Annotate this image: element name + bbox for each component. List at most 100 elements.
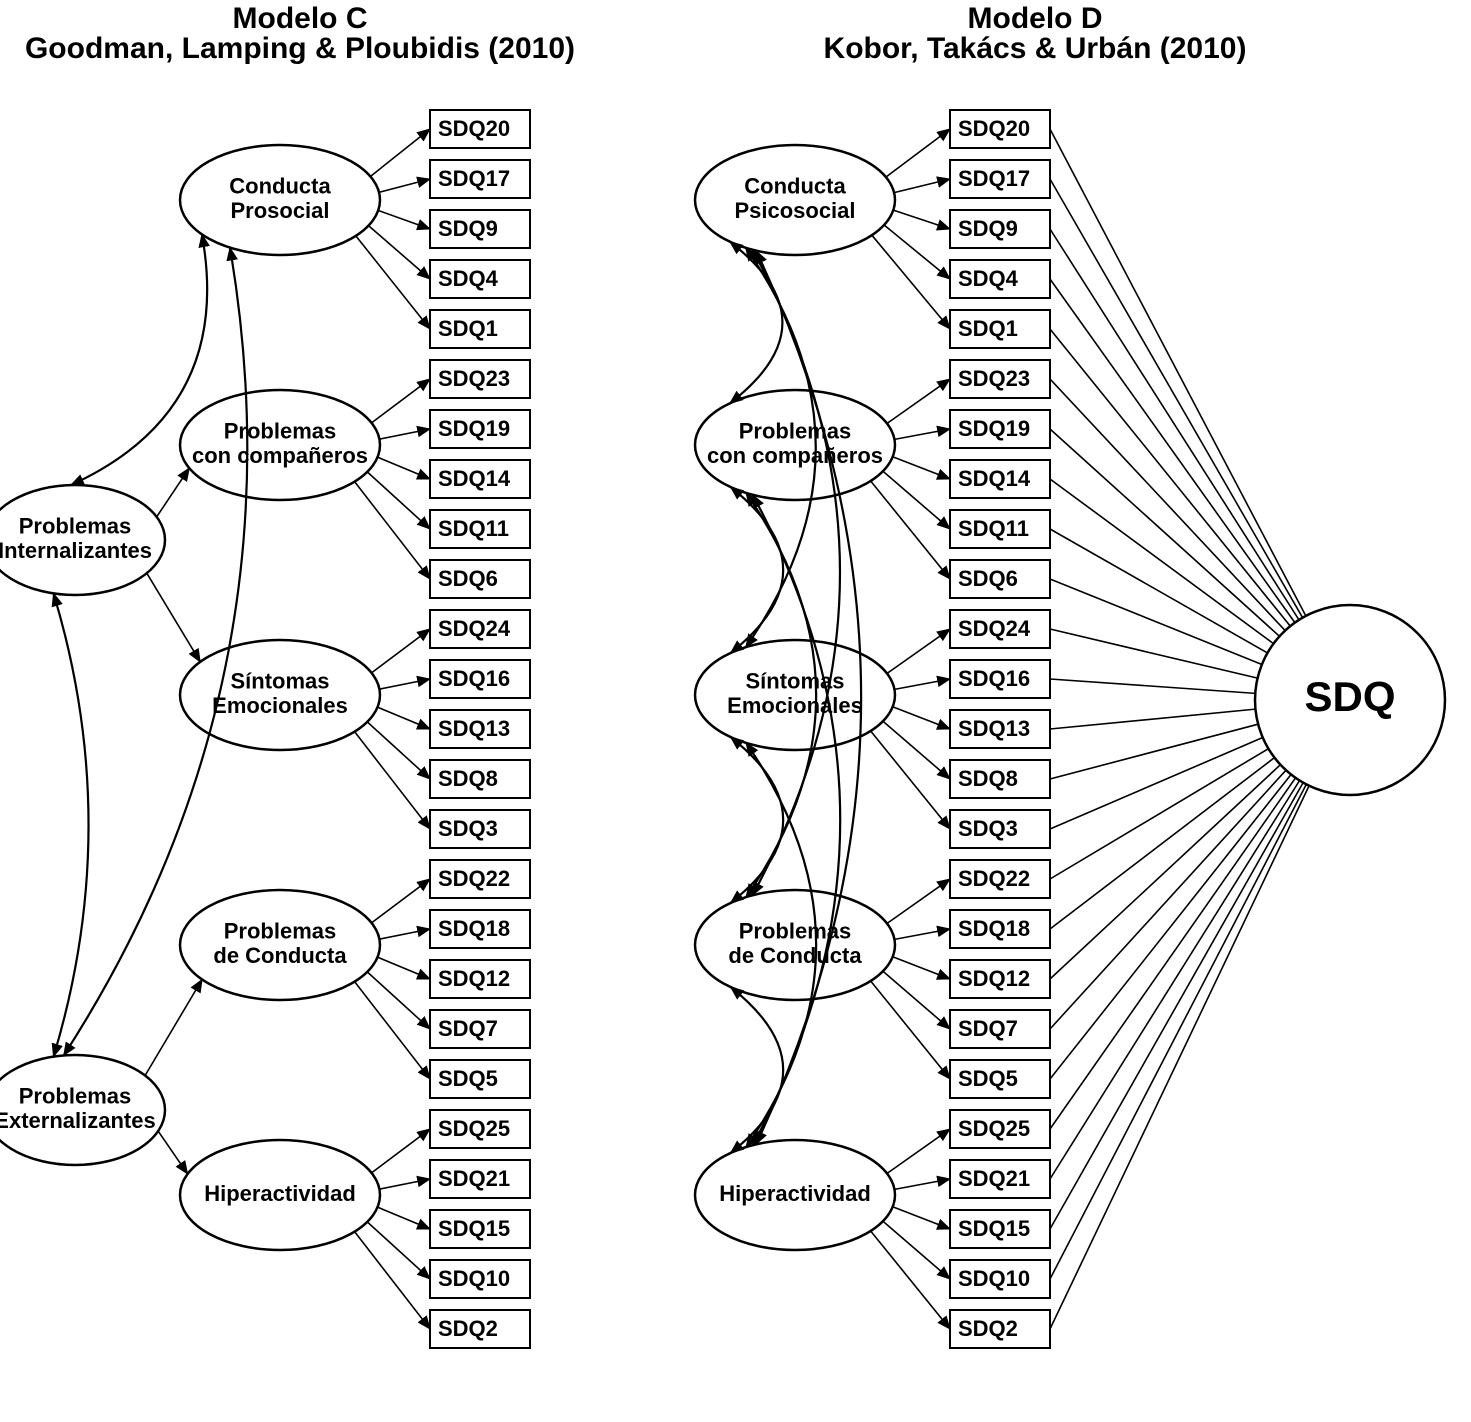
modelC-item-SDQ15: SDQ15 [430, 1210, 530, 1248]
svg-text:SDQ14: SDQ14 [438, 466, 511, 491]
modelD-general-loading-SDQ11 [1050, 529, 1267, 653]
svg-text:SDQ21: SDQ21 [438, 1166, 510, 1191]
svg-text:Psicosocial: Psicosocial [734, 198, 855, 223]
modelC-loading-conduct-SDQ12 [378, 957, 430, 979]
modelD-item-SDQ7: SDQ7 [950, 1010, 1050, 1048]
modelC-item-SDQ18: SDQ18 [430, 910, 530, 948]
modelD-loading-hyper-SDQ21 [894, 1179, 950, 1189]
svg-text:SDQ16: SDQ16 [438, 666, 510, 691]
modelD-loading-hyper-SDQ25 [887, 1129, 950, 1173]
modelC-factor-peers: Problemascon compañeros [180, 390, 380, 500]
svg-text:SDQ5: SDQ5 [958, 1066, 1018, 1091]
svg-text:Problemas: Problemas [224, 919, 337, 944]
modelD-general-loading-SDQ16 [1050, 679, 1255, 693]
modelC-loading-peers-SDQ6 [355, 482, 430, 579]
modelC-loading-hyper-SDQ15 [378, 1207, 430, 1229]
modelC-item-SDQ11: SDQ11 [430, 510, 530, 548]
modelC-path-external-hyper [158, 1131, 187, 1174]
svg-text:SDQ2: SDQ2 [438, 1316, 498, 1341]
svg-text:Internalizantes: Internalizantes [0, 538, 152, 563]
svg-text:SDQ18: SDQ18 [958, 916, 1030, 941]
svg-text:SDQ7: SDQ7 [438, 1016, 498, 1041]
modelD-loading-psicosocial-SDQ20 [886, 129, 950, 177]
modelC-item-SDQ16: SDQ16 [430, 660, 530, 698]
modelC-item-SDQ1: SDQ1 [430, 310, 530, 348]
modelD-general-sdq: SDQ [1255, 605, 1445, 795]
svg-text:SDQ2: SDQ2 [958, 1316, 1018, 1341]
svg-text:SDQ25: SDQ25 [438, 1116, 510, 1141]
modelD-item-SDQ18: SDQ18 [950, 910, 1050, 948]
svg-text:SDQ22: SDQ22 [438, 866, 510, 891]
modelD-loading-emotional-SDQ8 [883, 721, 950, 779]
svg-text:SDQ6: SDQ6 [438, 566, 498, 591]
modelD-item-SDQ11: SDQ11 [950, 510, 1050, 548]
svg-text:con compañeros: con compañeros [192, 443, 368, 468]
modelD-item-SDQ4: SDQ4 [950, 260, 1050, 298]
modelD-item-SDQ1: SDQ1 [950, 310, 1050, 348]
svg-text:Hiperactividad: Hiperactividad [204, 1181, 356, 1206]
modelD-item-SDQ23: SDQ23 [950, 360, 1050, 398]
modelD-general-loading-SDQ21 [1050, 781, 1300, 1179]
svg-text:Hiperactividad: Hiperactividad [719, 1181, 871, 1206]
modelC-loading-hyper-SDQ2 [355, 1232, 430, 1329]
svg-text:con compañeros: con compañeros [707, 443, 883, 468]
modelC-factor-prosocial: ConductaProsocial [180, 145, 380, 255]
svg-text:SDQ22: SDQ22 [958, 866, 1030, 891]
modelC-loading-prosocial-SDQ4 [368, 226, 430, 279]
modelC-loading-conduct-SDQ22 [372, 879, 430, 923]
modelC-loading-emotional-SDQ16 [379, 679, 430, 689]
modelD-general-loading-SDQ14 [1050, 479, 1274, 644]
modelC-item-SDQ8: SDQ8 [430, 760, 530, 798]
modelC-loading-prosocial-SDQ17 [379, 179, 430, 192]
modelC-loading-conduct-SDQ7 [367, 972, 430, 1029]
modelD-item-SDQ2: SDQ2 [950, 1310, 1050, 1348]
svg-text:SDQ10: SDQ10 [958, 1266, 1030, 1291]
svg-text:SDQ7: SDQ7 [958, 1016, 1018, 1041]
modelD-loading-hyper-SDQ10 [883, 1221, 950, 1279]
modelD-item-SDQ8: SDQ8 [950, 760, 1050, 798]
modelC-loading-conduct-SDQ5 [355, 982, 430, 1079]
svg-text:SDQ12: SDQ12 [438, 966, 510, 991]
modelC-higher-external: ProblemasExternalizantes [0, 1055, 165, 1165]
modelC-correlation-0 [71, 234, 207, 485]
modelD-item-SDQ13: SDQ13 [950, 710, 1050, 748]
modelC-item-SDQ5: SDQ5 [430, 1060, 530, 1098]
modelD-correlation-psicosocial-peers [730, 242, 783, 403]
modelC-factor-hyper: Hiperactividad [180, 1140, 380, 1250]
svg-text:Problemas: Problemas [224, 419, 337, 444]
svg-text:SDQ11: SDQ11 [958, 516, 1029, 541]
svg-text:SDQ8: SDQ8 [438, 766, 498, 791]
svg-text:SDQ11: SDQ11 [438, 516, 509, 541]
modelC-item-SDQ20: SDQ20 [430, 110, 530, 148]
modelD-loading-emotional-SDQ13 [893, 707, 950, 729]
modelD-item-SDQ19: SDQ19 [950, 410, 1050, 448]
modelD-item-SDQ10: SDQ10 [950, 1260, 1050, 1298]
modelC-loading-hyper-SDQ25 [372, 1129, 430, 1173]
svg-text:SDQ23: SDQ23 [438, 366, 510, 391]
modelD-general-loading-SDQ4 [1050, 279, 1295, 623]
modelC-path-internal-peers [157, 468, 190, 517]
modelC-item-SDQ12: SDQ12 [430, 960, 530, 998]
modelD-item-SDQ3: SDQ3 [950, 810, 1050, 848]
modelD-general-loading-SDQ1 [1050, 329, 1290, 626]
modelC-higher-internal: ProblemasInternalizantes [0, 485, 165, 595]
modelC-item-SDQ3: SDQ3 [430, 810, 530, 848]
modelD-item-SDQ9: SDQ9 [950, 210, 1050, 248]
modelD-loading-conduct-SDQ18 [894, 929, 950, 939]
svg-text:SDQ18: SDQ18 [438, 916, 510, 941]
svg-text:Conducta: Conducta [744, 174, 846, 199]
svg-text:SDQ16: SDQ16 [958, 666, 1030, 691]
modelD-correlation-peers-emotional [731, 487, 784, 653]
svg-text:SDQ1: SDQ1 [958, 316, 1018, 341]
svg-text:SDQ9: SDQ9 [438, 216, 498, 241]
svg-text:SDQ3: SDQ3 [438, 816, 498, 841]
svg-text:SDQ24: SDQ24 [958, 616, 1031, 641]
modelC-item-SDQ23: SDQ23 [430, 360, 530, 398]
modelC-item-SDQ4: SDQ4 [430, 260, 530, 298]
modelC-item-SDQ6: SDQ6 [430, 560, 530, 598]
modelD-correlation-conduct-hyper [731, 987, 784, 1153]
svg-text:SDQ4: SDQ4 [438, 266, 499, 291]
modelD-loading-conduct-SDQ12 [893, 957, 950, 979]
svg-text:Externalizantes: Externalizantes [0, 1108, 156, 1133]
svg-text:Problemas: Problemas [739, 419, 852, 444]
